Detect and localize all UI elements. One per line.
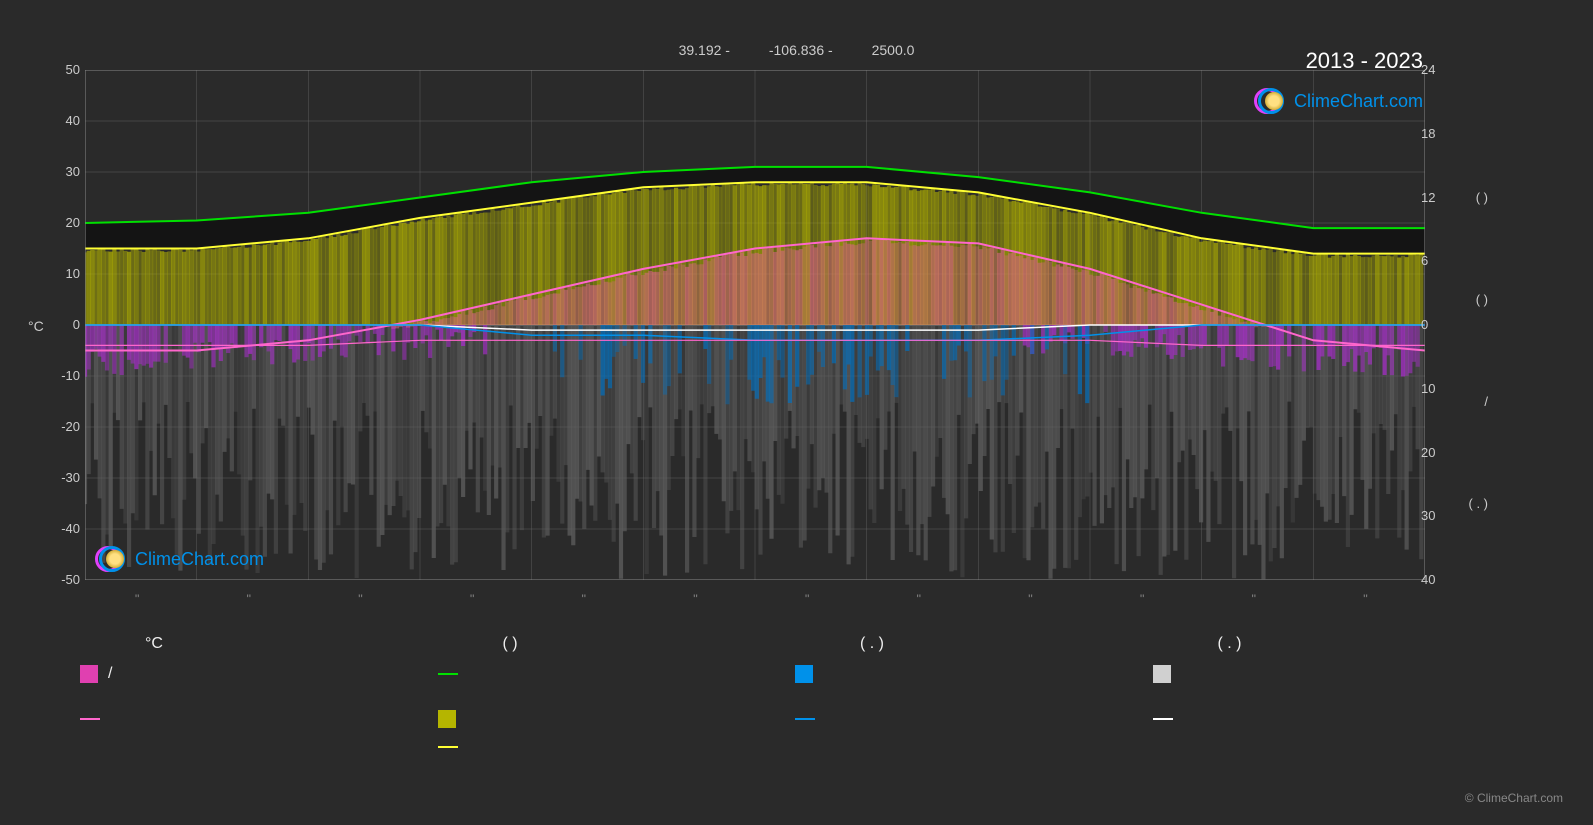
plot-svg bbox=[85, 70, 1425, 580]
legend-hdr-1: ( ) bbox=[433, 635, 791, 653]
y-tick-left: 10 bbox=[52, 266, 80, 281]
legend-item bbox=[433, 710, 791, 728]
legend-line-icon bbox=[80, 718, 100, 720]
legend-row-3 bbox=[75, 710, 1505, 728]
x-tick: '' bbox=[1252, 592, 1257, 606]
right-axis-paren: ( ) bbox=[1476, 292, 1488, 307]
legend-line-icon bbox=[1153, 718, 1173, 720]
legend-swatch-icon bbox=[1153, 665, 1171, 683]
legend-line-icon bbox=[795, 718, 815, 720]
legend-item bbox=[790, 710, 1148, 728]
legend-item bbox=[75, 746, 433, 748]
x-tick: '' bbox=[693, 592, 698, 606]
right-axis-paren: ( . ) bbox=[1469, 496, 1489, 511]
right-axis-paren: / bbox=[1484, 394, 1488, 409]
legend-item bbox=[433, 746, 791, 748]
legend-line-icon bbox=[438, 673, 458, 675]
y-tick-left: -10 bbox=[52, 368, 80, 383]
x-tick: '' bbox=[1140, 592, 1145, 606]
footer-copyright: © ClimeChart.com bbox=[1465, 791, 1563, 805]
legend-label: / bbox=[108, 665, 112, 683]
legend-line-icon bbox=[438, 746, 458, 748]
x-tick: '' bbox=[135, 592, 140, 606]
y-tick-right: 40 bbox=[1421, 572, 1445, 587]
legend-swatch-icon bbox=[438, 710, 456, 728]
y-tick-right: 20 bbox=[1421, 445, 1445, 460]
legend-row-2: / bbox=[75, 665, 1505, 683]
watermark-bottom: ClimeChart.com bbox=[95, 543, 264, 575]
x-tick: '' bbox=[1363, 592, 1368, 606]
legend-row-4 bbox=[75, 746, 1505, 748]
climechart-logo-icon bbox=[95, 543, 127, 575]
y-tick-left: 20 bbox=[52, 215, 80, 230]
legend-swatch-icon bbox=[80, 665, 98, 683]
legend-item bbox=[790, 746, 1148, 748]
legend-hdr-3: ( . ) bbox=[1148, 635, 1506, 653]
lat-label: 39.192 - bbox=[679, 42, 730, 58]
x-tick: '' bbox=[805, 592, 810, 606]
y-axis-label: °C bbox=[28, 318, 44, 334]
y-tick-left: 0 bbox=[52, 317, 80, 332]
chart-area bbox=[85, 70, 1425, 580]
y-tick-left: 50 bbox=[52, 62, 80, 77]
y-tick-left: 40 bbox=[52, 113, 80, 128]
climechart-logo-icon bbox=[1254, 85, 1286, 117]
x-tick: '' bbox=[582, 592, 587, 606]
elev-label: 2500.0 bbox=[872, 42, 915, 58]
x-tick: '' bbox=[917, 592, 922, 606]
y-tick-right: 0 bbox=[1421, 317, 1445, 332]
legend-swatch-icon bbox=[795, 665, 813, 683]
y-tick-left: -40 bbox=[52, 521, 80, 536]
legend-item bbox=[790, 665, 1148, 683]
y-tick-right: 24 bbox=[1421, 62, 1445, 77]
y-tick-right: 18 bbox=[1421, 126, 1445, 141]
watermark-top: ClimeChart.com bbox=[1254, 85, 1423, 117]
y-tick-right: 12 bbox=[1421, 190, 1445, 205]
lon-label: -106.836 - bbox=[769, 42, 833, 58]
y-tick-left: -50 bbox=[52, 572, 80, 587]
y-tick-right: 30 bbox=[1421, 508, 1445, 523]
y-tick-right: 6 bbox=[1421, 253, 1445, 268]
right-axis-paren: ( ) bbox=[1476, 190, 1488, 205]
y-tick-left: -20 bbox=[52, 419, 80, 434]
legend-item bbox=[1148, 710, 1506, 728]
y-tick-left: -30 bbox=[52, 470, 80, 485]
watermark-text2: ClimeChart.com bbox=[135, 549, 264, 570]
legend-item bbox=[433, 665, 791, 683]
legend-headers: °C ( ) ( . ) ( . ) bbox=[75, 635, 1505, 653]
legend-item bbox=[1148, 665, 1506, 683]
x-tick: '' bbox=[1028, 592, 1033, 606]
watermark-text: ClimeChart.com bbox=[1294, 91, 1423, 112]
x-tick: '' bbox=[358, 592, 363, 606]
legend-item bbox=[1148, 746, 1506, 748]
legend-item: / bbox=[75, 665, 433, 683]
y-tick-right: 10 bbox=[1421, 381, 1445, 396]
x-tick: '' bbox=[470, 592, 475, 606]
legend-item bbox=[75, 710, 433, 728]
x-tick: '' bbox=[247, 592, 252, 606]
y-tick-left: 30 bbox=[52, 164, 80, 179]
legend-hdr-0: °C bbox=[75, 635, 433, 653]
legend-hdr-2: ( . ) bbox=[790, 635, 1148, 653]
